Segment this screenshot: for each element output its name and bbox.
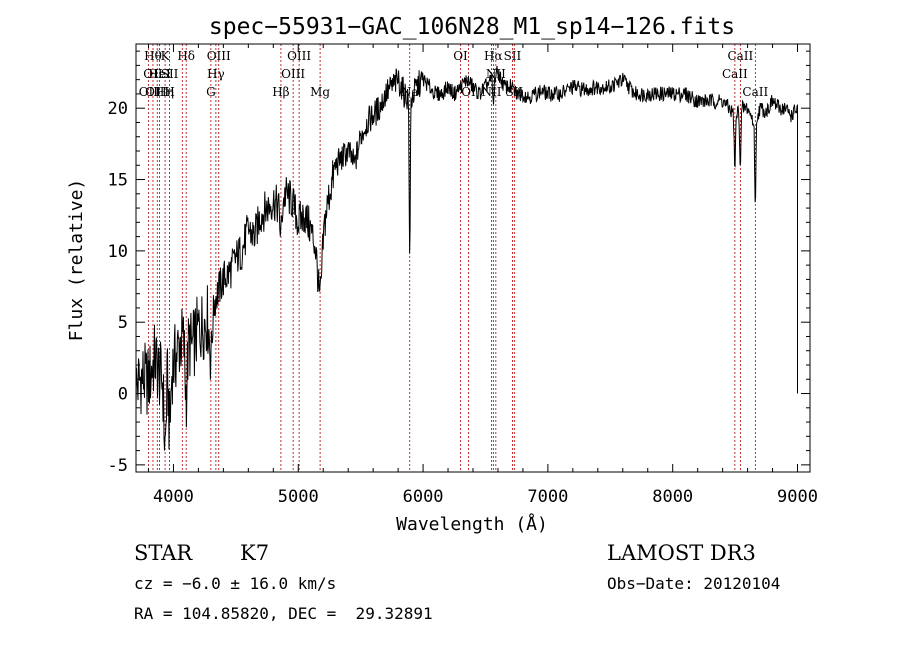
x-tick-label: 9000: [777, 487, 818, 507]
flux-series-line: [136, 65, 798, 451]
x-axis-ticks: 4000 5000 6000 7000 8000 9000: [147, 44, 818, 507]
y-tick-label: 20: [108, 99, 128, 119]
y-tick-label: 0: [118, 385, 128, 405]
line-label: HeI: [148, 67, 171, 81]
x-tick-label: 4000: [153, 487, 194, 507]
line-label: Hγ: [207, 67, 225, 81]
x-axis-label: Wavelength (Å): [396, 513, 548, 535]
line-label: NII: [481, 85, 501, 99]
line-label: Mg: [310, 85, 330, 99]
x-tick-label: 7000: [527, 487, 568, 507]
line-label: CaII: [742, 85, 768, 99]
observation-date: Obs−Date: 20120104: [607, 574, 780, 593]
line-label: H: [164, 85, 174, 99]
line-label: Hβ: [272, 85, 289, 99]
x-tick-label: 6000: [403, 487, 444, 507]
plot-area: [136, 65, 798, 451]
object-subclass: K7: [240, 541, 269, 565]
y-tick-label: 5: [118, 313, 128, 333]
redshift-cz: cz = −6.0 ± 16.0 km/s: [134, 574, 336, 593]
line-label: SII: [161, 67, 179, 81]
line-label: OIII: [281, 67, 305, 81]
line-label: CaII: [722, 67, 748, 81]
line-label: SII: [504, 49, 522, 63]
line-label: OII: [143, 67, 163, 81]
line-label: Hη: [156, 85, 174, 99]
line-label: OIII: [287, 49, 311, 63]
y-tick-label: -5: [108, 456, 128, 476]
y-tick-label: 10: [108, 242, 128, 262]
line-label: OIII: [207, 49, 231, 63]
chart-title: spec−55931−GAC_106N28_M1_sp14−126.fits: [209, 14, 735, 40]
ra-dec: RA = 104.85820, DEC = 29.32891: [134, 604, 433, 623]
line-label: G: [206, 85, 216, 99]
line-label: K: [161, 49, 171, 63]
y-axis-ticks: -5 0 5 10 15 20: [108, 50, 810, 476]
line-label: Hδ: [177, 49, 195, 63]
line-label: Hα: [484, 49, 503, 63]
object-class: STAR: [134, 541, 193, 565]
x-tick-label: 8000: [652, 487, 693, 507]
y-axis-label: Flux (relative): [66, 179, 87, 342]
line-label: CaII: [727, 49, 753, 63]
emission-line-labels: OIIHθOIIOIIIHeIKHηSIIHHδGHγOIIIHβOIIIOII…: [139, 49, 769, 99]
y-tick-label: 15: [108, 171, 128, 191]
line-label: OII: [139, 85, 159, 99]
survey-name: LAMOST DR3: [607, 541, 756, 565]
line-label: Hθ: [144, 49, 162, 63]
x-tick-label: 5000: [278, 487, 319, 507]
line-label: OIII: [145, 85, 169, 99]
line-label: OI: [453, 49, 468, 63]
emission-line-markers: [147, 44, 756, 472]
